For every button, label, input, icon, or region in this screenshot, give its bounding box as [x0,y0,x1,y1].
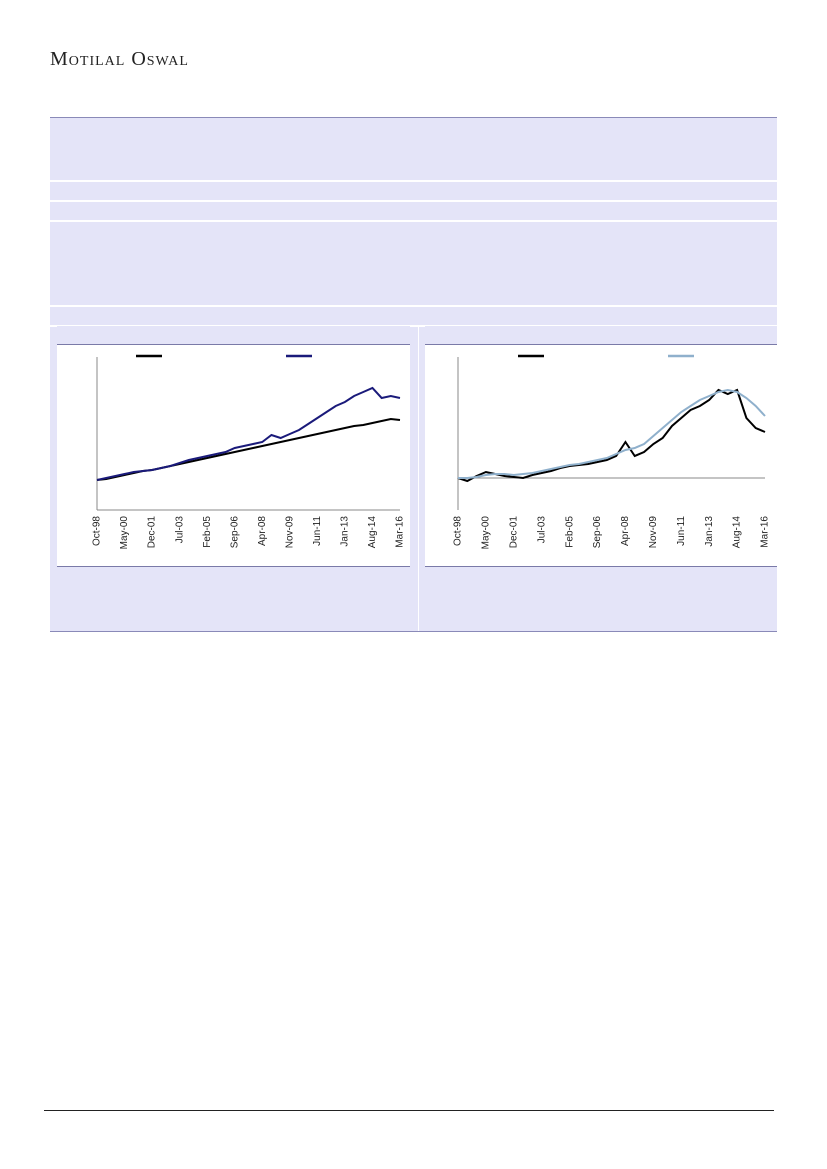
panel-header [425,326,777,345]
x-tick-label: Aug-14 [732,516,743,549]
footer-rule [44,1110,774,1111]
series-line [458,388,766,479]
x-tick-label: Jan-13 [704,516,715,547]
x-tick-label: Nov-09 [648,516,659,549]
x-tick-label: Jul-03 [174,516,185,544]
x-tick-label: Oct-98 [92,516,103,546]
x-tick-label: Oct-98 [453,516,464,546]
x-tick-label: Sep-06 [229,516,240,549]
x-tick-label: Apr-08 [257,516,268,546]
row-separator [50,200,777,202]
x-tick-label: Sep-06 [592,516,603,549]
row-separator [50,305,777,307]
x-tick-label: May-00 [481,516,492,550]
brand: Motilal Oswal [50,48,189,70]
x-tick-label: Apr-08 [620,516,631,546]
x-tick-label: Dec-01 [508,516,519,549]
chart-panel [57,345,410,567]
x-tick-label: May-00 [119,516,130,550]
x-tick-label: Mar-16 [395,516,406,548]
x-tick-label: Jun-11 [312,516,323,546]
x-tick-label: Feb-05 [202,516,213,548]
x-tick-label: Nov-09 [284,516,295,549]
row-separator [50,325,777,327]
x-tick-label: Mar-16 [760,516,771,548]
x-tick-label: Feb-05 [564,516,575,548]
divider [418,326,419,631]
exhibit-box [50,117,777,632]
chart-panel [425,345,777,567]
x-tick-label: Jun-11 [676,516,687,546]
series-line [96,386,401,481]
x-tick-label: Dec-01 [147,516,158,549]
row-separator [50,180,777,182]
series-line [457,388,766,483]
x-tick-label: Jul-03 [536,516,547,544]
row-separator [50,220,777,222]
x-tick-label: Jan-13 [340,516,351,547]
x-tick-label: Aug-14 [367,516,378,549]
panel-header [57,326,410,345]
